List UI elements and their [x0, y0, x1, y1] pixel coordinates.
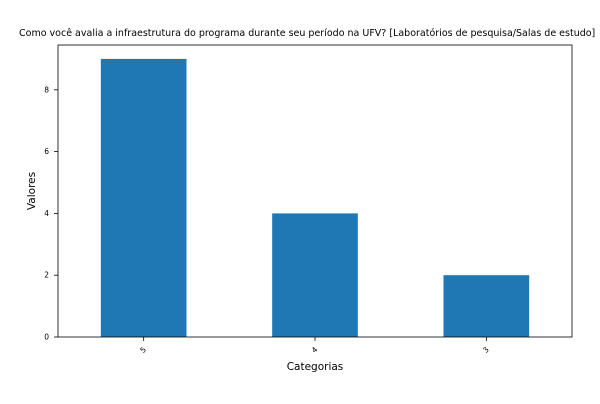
y-tick-label-8: 8 [44, 85, 49, 94]
plot-frame [57, 44, 573, 338]
x-tick-label-5: 5 [138, 345, 148, 355]
y-tick-label-4: 4 [44, 209, 49, 218]
y-axis-label: Valores [26, 172, 38, 210]
x-tick-label-4: 4 [310, 345, 320, 355]
y-tick-label-0: 0 [44, 333, 49, 342]
bar-4 [272, 213, 358, 337]
plot-area: 5 4 3 0 2 4 6 8 [44, 44, 573, 355]
bar-3 [443, 275, 530, 337]
x-tick-label-3: 3 [481, 345, 491, 355]
bar-5 [100, 58, 187, 338]
y-tick-label-6: 6 [44, 147, 49, 156]
x-axis-label: Categorias [287, 361, 344, 373]
y-tick-label-2: 2 [44, 271, 49, 280]
chart-title: Como você avalia a infraestrutura do pro… [19, 28, 595, 39]
